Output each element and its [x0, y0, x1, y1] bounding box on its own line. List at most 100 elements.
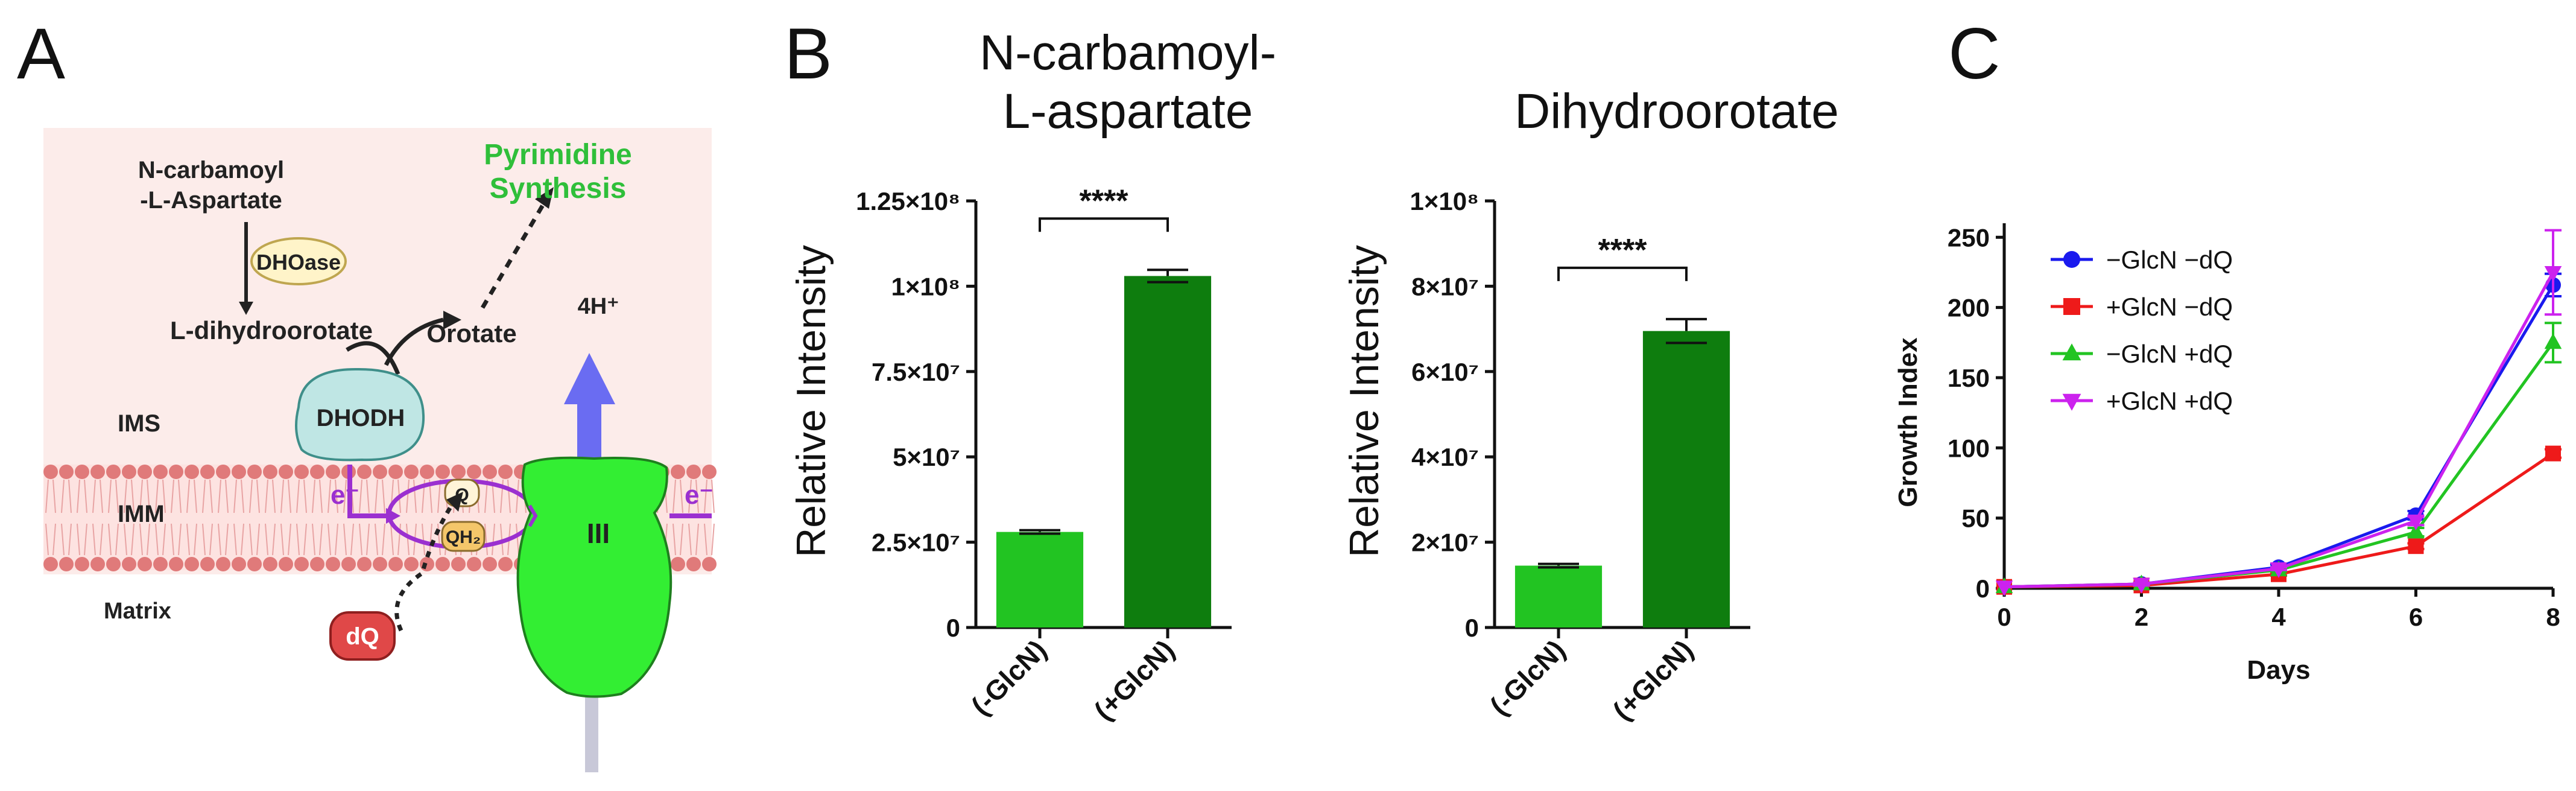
- lipid-head-bottom: [498, 557, 513, 571]
- substrate-label-line2: -L-Aspartate: [140, 187, 282, 214]
- lipid-head-bottom: [216, 557, 230, 571]
- lipid-head-top: [90, 465, 105, 479]
- lipid-head-bottom: [75, 557, 89, 571]
- lipid-head-top: [138, 465, 152, 479]
- lipid-tail: [77, 479, 87, 556]
- lipid-tail: [249, 479, 260, 556]
- lipid-tail: [484, 479, 495, 556]
- chart-b2-plot: 0 2×10⁷ 4×10⁷ 6×10⁷ 8×10⁷ 1×10⁸ (-GlcN) (+GlcN)…: [1410, 187, 1750, 726]
- lipid-head-bottom: [169, 557, 183, 571]
- y-tick-label: 0: [1976, 574, 1990, 603]
- marker-triangle-down: [2407, 514, 2425, 530]
- dhodh-protein: [295, 367, 425, 462]
- y-tick-label: 6×10⁷: [1411, 358, 1479, 386]
- y-tick-label: 100: [1948, 434, 1990, 462]
- lipid-head-bottom: [185, 557, 199, 571]
- lipid-head-bottom: [373, 557, 387, 571]
- marker-triangle-down: [2062, 393, 2081, 411]
- electron-arrow-mid: [528, 504, 538, 527]
- lipid-head-bottom: [435, 557, 450, 571]
- panel-letter-b: B: [784, 13, 832, 94]
- category-label: (-GlcN): [1484, 634, 1571, 721]
- dhodh-out-arrow-head: [443, 311, 461, 329]
- significance-label: ****: [1598, 233, 1648, 268]
- series-line: [2004, 284, 2555, 589]
- dq-label: dQ: [346, 623, 379, 650]
- y-tick-label: 4×10⁷: [1411, 443, 1479, 471]
- lipid-tail: [139, 479, 150, 556]
- y-tick-label: 7.5×10⁷: [872, 358, 960, 386]
- legend-label: +GlcN +dQ: [2106, 387, 2233, 415]
- significance-bracket: [1039, 217, 1169, 232]
- lipid-head-top: [106, 465, 121, 479]
- lipid-head-bottom: [357, 557, 372, 571]
- pathway-arrow-head: [535, 187, 554, 209]
- chart-c-plot: 0 50 100 150 200 250 0 2 4 6 8: [1948, 223, 2562, 631]
- lipid-tail: [61, 479, 72, 556]
- lipid-tail: [359, 479, 370, 556]
- complex-stalk: [585, 682, 598, 772]
- lipid-head-bottom: [686, 557, 701, 571]
- dq-arrow: [394, 498, 457, 632]
- lipid-head-bottom: [326, 557, 340, 571]
- y-tick-label: 0: [1465, 614, 1479, 642]
- lipid-head-bottom: [90, 557, 105, 571]
- lipid-head-bottom: [279, 557, 293, 571]
- lipid-head-bottom: [404, 557, 419, 571]
- y-tick-label: 8×10⁷: [1411, 272, 1479, 300]
- electron-label-left: e⁻: [331, 480, 359, 510]
- lipid-head-top: [294, 465, 309, 479]
- dq-badge: [329, 611, 396, 661]
- chart-growth-index: Growth Index Days 0 50 100 150 200 250 0 2 4 6 8 −…: [1893, 223, 2562, 685]
- bar: [996, 532, 1084, 627]
- y-tick-label: 2.5×10⁷: [872, 529, 960, 557]
- y-tick-label: 1×10⁸: [891, 272, 960, 300]
- lipid-tail: [375, 479, 385, 556]
- category-label: (+GlcN): [1607, 634, 1699, 726]
- lipid-tail: [296, 479, 307, 556]
- lipid-head-bottom: [263, 557, 277, 571]
- lipid-head-top: [326, 465, 340, 479]
- pathway-label-line1: Pyrimidine: [484, 139, 631, 171]
- lipid-tail: [92, 479, 103, 556]
- chart-b2-title: Dihydroorotate: [1514, 84, 1839, 139]
- quinol-label: QH₂: [446, 527, 481, 547]
- lipid-tail: [265, 479, 276, 556]
- marker-triangle-down: [2270, 562, 2288, 579]
- lipid-head-bottom: [451, 557, 466, 571]
- lipid-head-top: [59, 465, 74, 479]
- panel-letter-a: A: [17, 13, 65, 94]
- quinol-badge: [441, 521, 486, 552]
- lipid-head-top: [435, 465, 450, 479]
- x-tick-label: 6: [2409, 603, 2423, 631]
- intermediate-label: L-dihydroorotate: [170, 316, 373, 345]
- lipid-tail: [422, 479, 432, 556]
- electron-label-right: e⁻: [685, 480, 714, 510]
- lipid-tail: [312, 479, 323, 556]
- lipid-head-bottom: [294, 557, 309, 571]
- lipid-head-bottom: [388, 557, 403, 571]
- complex-iii: [516, 456, 672, 698]
- y-tick-label: 0: [946, 614, 960, 642]
- significance-label: ****: [1080, 183, 1129, 218]
- lipid-head-bottom: [702, 557, 717, 571]
- lipid-tail: [280, 479, 291, 556]
- proton-arrow-head: [564, 353, 615, 404]
- lipid-head-top: [279, 465, 293, 479]
- legend-label: −GlcN +dQ: [2106, 340, 2233, 368]
- y-tick-label: 1×10⁸: [1410, 187, 1479, 215]
- pathway-label-line2: Synthesis: [490, 173, 627, 205]
- legend-label: +GlcN −dQ: [2106, 293, 2233, 321]
- lipid-head-top: [185, 465, 199, 479]
- significance-bracket: [1557, 266, 1688, 281]
- protons-label: 4H⁺: [578, 294, 619, 319]
- lipid-head-bottom: [43, 557, 58, 571]
- complex-iii-label: III: [587, 518, 610, 549]
- category-label: (+GlcN): [1088, 634, 1180, 726]
- dhoase-label: DHOase: [256, 250, 341, 275]
- chart-n-carbamoyl-aspartate: N-carbamoyl- L-aspartate Relative Intens…: [788, 25, 1276, 726]
- y-tick-label: 50: [1961, 504, 1990, 533]
- imm-label: IMM: [118, 501, 165, 527]
- dq-arrow-head: [446, 492, 463, 512]
